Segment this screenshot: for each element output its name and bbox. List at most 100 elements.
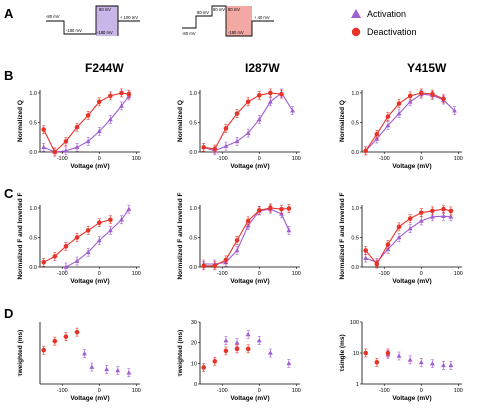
data-point-deactivation [212, 263, 218, 269]
deactivation-pre2-label: 80 mV [213, 7, 225, 12]
y-tick-label: 0.5 [351, 235, 359, 241]
activation-hold-label: -80 mV [46, 14, 60, 19]
deactivation-protocol: -80 mV 80 mV 80 mV 80 mV -180 mV + 40 mV [182, 5, 274, 37]
y-tick-label: 0 [194, 382, 197, 388]
data-point-activation [385, 122, 391, 128]
data-point-activation [418, 359, 424, 365]
x-tick-label: 100 [132, 388, 141, 394]
data-point-deactivation [268, 90, 273, 96]
data-point-activation [279, 211, 284, 216]
series-activation [63, 204, 132, 272]
data-point-deactivation [212, 146, 218, 152]
y-tick-label: 30 [191, 320, 197, 326]
y-tick-label: 0.0 [29, 150, 37, 156]
x-tick-label: 0 [258, 271, 261, 277]
data-point-activation [223, 143, 229, 148]
data-point-deactivation [245, 346, 251, 352]
y-tick-label: 1.0 [29, 206, 37, 212]
x-tick-label: 100 [132, 156, 141, 162]
y-axis-label: Normalized F and Inverted F [177, 192, 184, 279]
y-axis-label: Normalized Q [17, 100, 24, 142]
data-point-deactivation [374, 131, 380, 137]
data-point-activation [429, 361, 435, 366]
y-axis-label: Normalized F and Inverted F [339, 192, 346, 279]
x-axis-label: Voltage (mV) [70, 163, 109, 170]
data-point-deactivation [234, 238, 240, 243]
panel-letter-c: C [4, 186, 14, 201]
x-axis-label: Voltage (mV) [392, 278, 431, 285]
data-point-deactivation [374, 261, 380, 267]
data-point-activation [385, 246, 391, 252]
chart-b-f244w: -100 0 100 0.0 0.5 1.0 Voltage (mV) Normalized … [17, 88, 141, 170]
data-point-activation [245, 130, 251, 135]
x-axis-label: Voltage (mV) [392, 163, 431, 170]
y-tick-label: 0.5 [351, 120, 359, 126]
legend-deactivation-label: Deactivation [367, 27, 417, 37]
data-point-activation [245, 223, 251, 228]
data-point-deactivation [74, 235, 80, 240]
data-point-deactivation [108, 217, 113, 223]
data-point-activation [234, 247, 240, 253]
x-tick-label: 100 [292, 156, 301, 162]
deactivation-protocol-trace [182, 5, 274, 37]
series-activation [201, 204, 292, 269]
y-axis-label: τweighted (ms) [17, 330, 24, 377]
data-point-activation [96, 128, 102, 134]
data-point-activation [82, 350, 87, 356]
data-point-deactivation [418, 90, 424, 96]
data-point-deactivation [363, 248, 369, 253]
data-point-deactivation [245, 99, 251, 105]
deactivation-step-label: 80 mV [228, 7, 240, 12]
data-point-deactivation [223, 126, 229, 131]
data-point-deactivation [52, 338, 58, 344]
x-tick-label: -100 [217, 271, 228, 277]
data-point-deactivation [201, 263, 207, 269]
chart-d-f244w: -100 0 100 Voltage (mV) τweighted (ms) [17, 322, 141, 402]
data-point-activation [448, 362, 454, 368]
y-tick-label: 1.0 [189, 206, 197, 212]
legend-deactivation-marker [351, 27, 361, 37]
y-axis-label: Normalized F and Inverted F [17, 192, 24, 279]
data-point-activation [396, 353, 402, 358]
data-point-deactivation [256, 93, 262, 98]
data-point-deactivation [41, 127, 47, 132]
data-point-deactivation [374, 360, 380, 365]
data-point-activation [41, 144, 47, 150]
data-point-deactivation [385, 350, 391, 356]
column-title-i287w: I287W [245, 61, 280, 75]
data-point-deactivation [85, 113, 91, 118]
activation-post-label: + 100 mV [120, 15, 138, 20]
series-activation [41, 91, 132, 157]
x-axis-label: Voltage (mV) [70, 278, 109, 285]
data-point-activation [119, 103, 124, 108]
series-line [203, 208, 290, 265]
activation-pre-label: -180 mV [66, 28, 82, 33]
series-activation [201, 88, 295, 156]
y-tick-label: 1.0 [189, 91, 197, 97]
x-tick-label: 0 [98, 156, 101, 162]
series-deactivation [363, 204, 454, 269]
x-axis-label: Voltage (mV) [230, 278, 269, 285]
legend-activation-label: Activation [367, 9, 406, 19]
data-point-deactivation [268, 205, 273, 211]
y-axis-label: Normalized Q [339, 100, 346, 142]
x-tick-label: 100 [454, 388, 463, 394]
y-tick-label: 10 [191, 361, 197, 367]
chart-b-y415w: -100 0 100 0.0 0.5 1.0 Voltage (mV) Normalized … [339, 88, 463, 170]
y-tick-label: 0.5 [189, 120, 197, 126]
data-point-activation [107, 116, 113, 122]
activation-step-label: 80 mV [99, 7, 111, 12]
data-point-deactivation [234, 346, 240, 352]
data-point-activation [407, 99, 413, 104]
data-point-activation [234, 340, 240, 345]
y-axis-label: Normalized Q [177, 100, 184, 142]
data-point-deactivation [52, 149, 58, 155]
data-point-activation [89, 364, 95, 369]
x-tick-label: 0 [98, 271, 101, 277]
deactivation-post-label: + 40 mV [254, 15, 270, 20]
data-point-deactivation [418, 210, 424, 215]
series-deactivation [363, 88, 446, 156]
y-tick-label: 0.0 [189, 150, 197, 156]
y-axis-label: τsingle (ms) [339, 334, 346, 371]
x-tick-label: 100 [454, 271, 463, 277]
